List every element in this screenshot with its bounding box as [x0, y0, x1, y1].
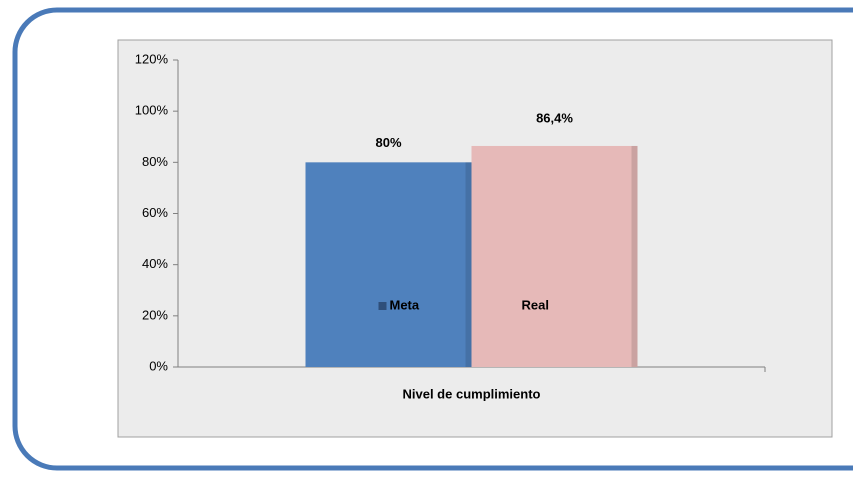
legend-swatch — [378, 302, 387, 310]
y-tick-label: 20% — [142, 307, 168, 322]
legend-label: Real — [522, 297, 549, 312]
y-tick-label: 60% — [142, 205, 168, 220]
bar-shade — [631, 145, 638, 367]
bar — [471, 145, 638, 367]
value-label: 86,4% — [536, 110, 573, 125]
bar-shade — [465, 162, 472, 367]
x-tick-label: Nivel de cumplimiento — [403, 386, 541, 401]
y-tick-label: 40% — [142, 256, 168, 271]
y-tick-label: 100% — [135, 103, 169, 118]
legend-label: Meta — [390, 297, 420, 312]
bar — [305, 162, 472, 367]
y-tick-label: 0% — [149, 358, 168, 373]
y-tick-label: 120% — [135, 51, 169, 66]
y-tick-label: 80% — [142, 154, 168, 169]
value-label: 80% — [375, 135, 401, 150]
